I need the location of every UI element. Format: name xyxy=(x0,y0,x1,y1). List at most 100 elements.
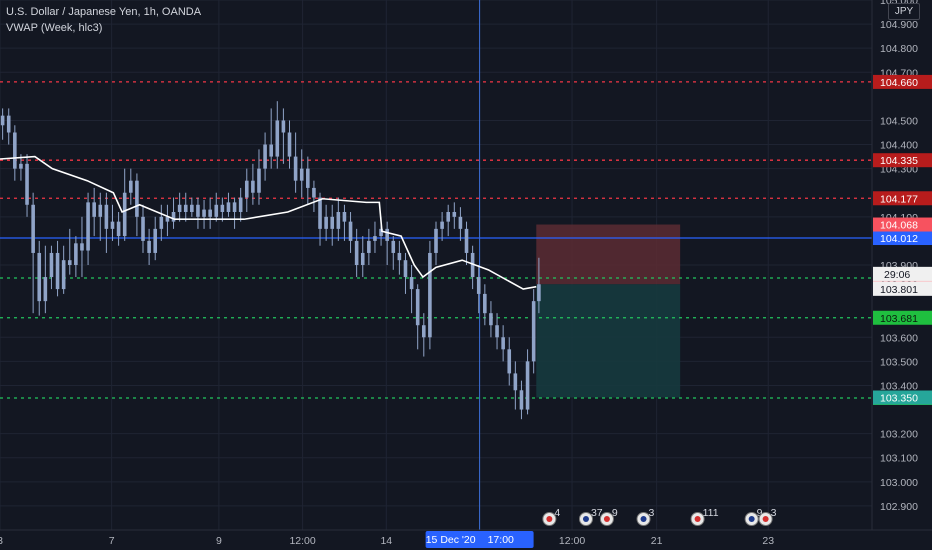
candle-body[interactable] xyxy=(403,260,408,278)
candle-body[interactable] xyxy=(67,260,72,265)
candle-body[interactable] xyxy=(531,301,536,362)
candle-body[interactable] xyxy=(135,180,139,217)
candle-body[interactable] xyxy=(452,212,457,217)
candle-body[interactable] xyxy=(489,313,493,326)
event-badge[interactable]: 111 xyxy=(690,507,719,526)
candle-body[interactable] xyxy=(257,168,261,193)
candle-body[interactable] xyxy=(86,202,90,251)
candle-body[interactable] xyxy=(330,216,335,229)
candle-body[interactable] xyxy=(226,202,231,212)
candle-body[interactable] xyxy=(385,228,389,241)
event-badge[interactable]: 3 xyxy=(636,507,655,526)
candle-body[interactable] xyxy=(141,216,145,241)
candle-body[interactable] xyxy=(269,144,273,157)
candle-body[interactable] xyxy=(6,115,11,133)
candle-body[interactable] xyxy=(37,252,42,302)
candle-body[interactable] xyxy=(214,204,219,217)
candle-body[interactable] xyxy=(80,243,84,251)
candle-body[interactable] xyxy=(177,204,182,212)
candle-body[interactable] xyxy=(434,228,438,253)
candle-body[interactable] xyxy=(104,204,109,229)
candle-body[interactable] xyxy=(92,202,96,217)
candle-body[interactable] xyxy=(507,349,512,374)
candle-body[interactable] xyxy=(244,180,249,198)
candle-body[interactable] xyxy=(281,120,286,133)
candle-body[interactable] xyxy=(208,209,212,217)
candle-body[interactable] xyxy=(397,252,402,261)
candle-body[interactable] xyxy=(513,373,518,391)
candle-body[interactable] xyxy=(19,163,23,169)
candle-body[interactable] xyxy=(293,156,298,181)
candle-body[interactable] xyxy=(129,180,133,193)
position-zones[interactable] xyxy=(536,224,681,398)
candle-body[interactable] xyxy=(519,390,524,410)
candle-body[interactable] xyxy=(373,236,377,241)
event-badge[interactable]: 3 xyxy=(758,507,777,526)
candle-body[interactable] xyxy=(98,204,103,217)
candle-body[interactable] xyxy=(348,221,353,241)
candle-body[interactable] xyxy=(464,228,469,253)
candle-body[interactable] xyxy=(171,212,176,222)
candle-body[interactable] xyxy=(251,180,255,193)
candle-body[interactable] xyxy=(196,204,200,217)
candle-body[interactable] xyxy=(415,289,420,326)
stop-loss-zone[interactable] xyxy=(536,224,681,285)
candle-body[interactable] xyxy=(74,243,78,265)
candle-body[interactable] xyxy=(409,277,414,290)
candle-body[interactable] xyxy=(470,252,475,278)
candle-body[interactable] xyxy=(43,277,48,302)
take-profit-zone[interactable] xyxy=(536,284,681,398)
candle-body[interactable] xyxy=(275,120,280,157)
currency-selector[interactable]: JPY xyxy=(888,3,920,20)
candle-body[interactable] xyxy=(379,228,383,237)
event-badge[interactable]: 9 xyxy=(744,507,763,526)
candle-body[interactable] xyxy=(476,277,481,294)
candle-body[interactable] xyxy=(312,187,316,198)
indicator-title[interactable]: VWAP (Week, hlc3) xyxy=(6,22,103,34)
candle-body[interactable] xyxy=(391,240,396,253)
candle-body[interactable] xyxy=(525,361,530,410)
candle-body[interactable] xyxy=(324,216,328,229)
candle-body[interactable] xyxy=(421,325,426,338)
candle-body[interactable] xyxy=(428,252,432,338)
candle-body[interactable] xyxy=(159,216,164,229)
candle-body[interactable] xyxy=(446,212,451,222)
candle-body[interactable] xyxy=(360,252,365,265)
candle-body[interactable] xyxy=(116,221,121,237)
candle-body[interactable] xyxy=(336,212,341,229)
candle-body[interactable] xyxy=(49,252,54,278)
candle-body[interactable] xyxy=(147,240,151,253)
candle-body[interactable] xyxy=(55,252,60,290)
time-axis[interactable]: 3 7 9 12:00 14 12:00 21 23 15 Dec '20 17:00 xyxy=(0,529,932,550)
candle-body[interactable] xyxy=(31,204,35,253)
candle-body[interactable] xyxy=(110,221,115,229)
candle-body[interactable] xyxy=(220,204,225,212)
vwap-line[interactable] xyxy=(0,155,537,290)
candle-body[interactable] xyxy=(61,260,66,290)
candle-body[interactable] xyxy=(25,163,29,205)
candle-body[interactable] xyxy=(318,197,322,229)
event-badge[interactable]: 4 xyxy=(542,507,561,526)
candlestick-series[interactable] xyxy=(0,101,541,420)
candle-body[interactable] xyxy=(483,293,487,314)
candle-body[interactable] xyxy=(354,240,359,265)
candle-body[interactable] xyxy=(232,202,237,212)
candle-body[interactable] xyxy=(440,221,444,229)
symbol-title[interactable]: U.S. Dollar / Japanese Yen, 1h, OANDA xyxy=(6,6,202,18)
event-badges[interactable]: 4 37 9 3 111 9 3 xyxy=(542,507,777,526)
candle-body[interactable] xyxy=(202,209,206,217)
candle-body[interactable] xyxy=(287,132,292,157)
candle-body[interactable] xyxy=(238,197,243,212)
candle-body[interactable] xyxy=(306,168,310,188)
candle-body[interactable] xyxy=(299,168,304,181)
candle-body[interactable] xyxy=(165,216,170,222)
candle-body[interactable] xyxy=(495,325,499,338)
candle-body[interactable] xyxy=(153,228,158,253)
candle-body[interactable] xyxy=(537,284,541,302)
candle-body[interactable] xyxy=(183,204,188,212)
event-badge[interactable]: 37 xyxy=(578,507,603,526)
price-axis[interactable]: 105.000104.900104.800104.700104.500104.4… xyxy=(871,0,932,530)
candle-body[interactable] xyxy=(0,115,5,126)
candle-body[interactable] xyxy=(13,132,17,169)
